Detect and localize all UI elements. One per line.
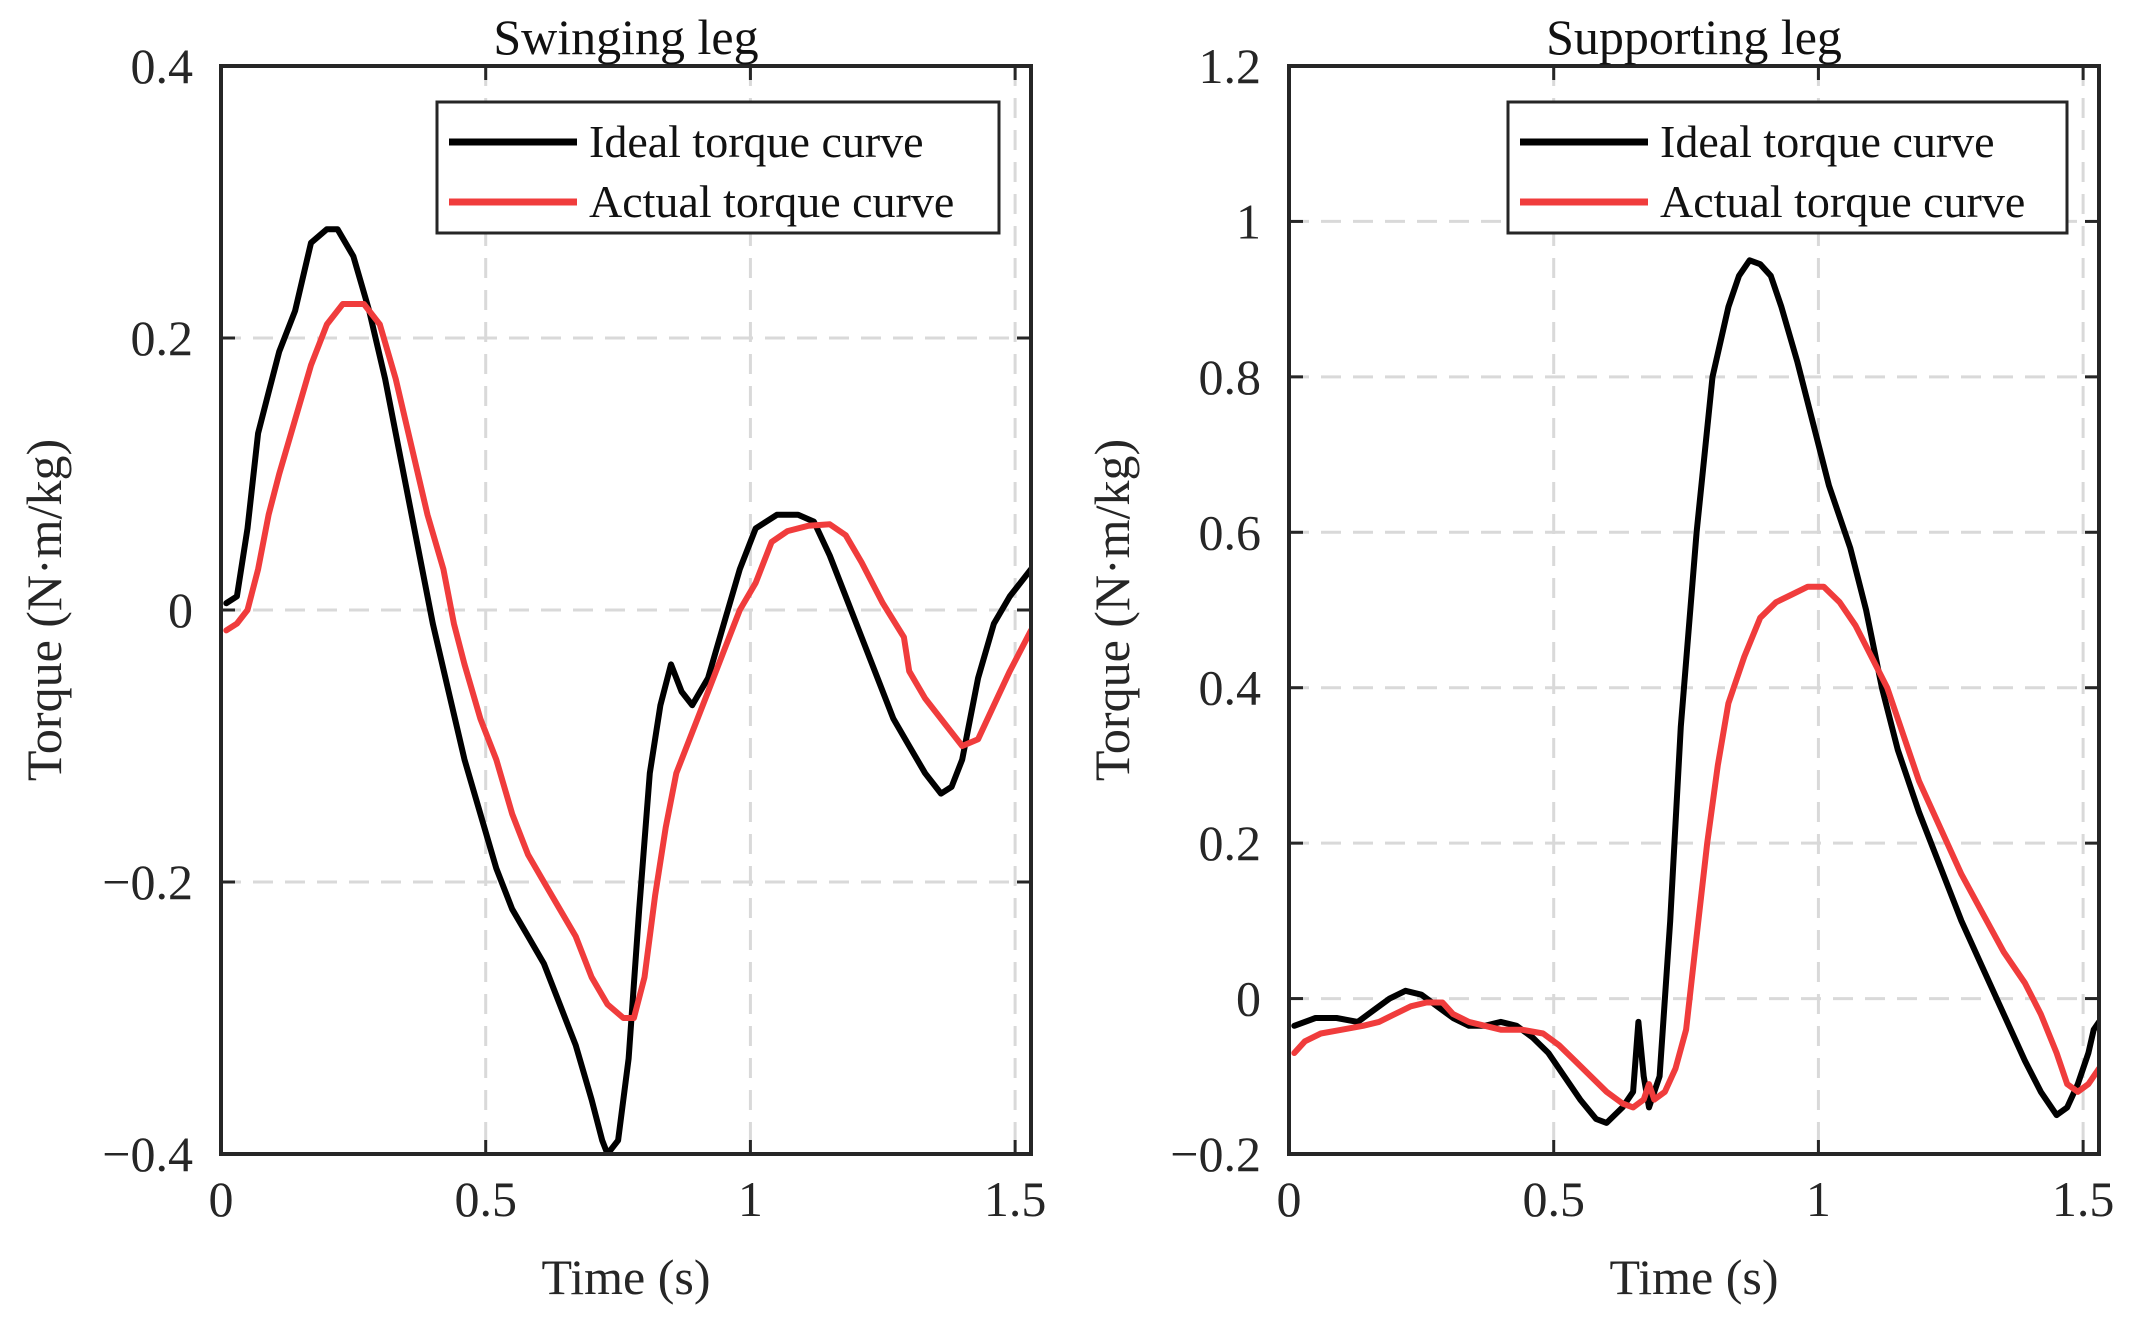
y-tick-label: −0.2 bbox=[1170, 1126, 1261, 1182]
x-tick-label: 1.5 bbox=[2052, 1171, 2115, 1227]
y-tick-label: 0 bbox=[1236, 971, 1261, 1027]
x-tick-label: 1 bbox=[1806, 1171, 1831, 1227]
series-line-ideal bbox=[1291, 257, 2099, 1126]
chart-swinging-leg: 0 0.5 1 1.5 −0.4 −0.2 0 0.2 0.4 Swinging leg Tim… bbox=[16, 9, 1046, 1305]
y-tick-label: 1.2 bbox=[1199, 38, 1262, 94]
legend-label-ideal: Ideal torque curve bbox=[589, 116, 924, 167]
legend-box bbox=[1506, 100, 2069, 235]
chart-supporting-leg: 0 0.5 1 1.5 −0.2 0 0.2 0.4 0.6 0.8 1 1.2 Supporting… bbox=[1084, 9, 2114, 1305]
x-axis-label: Time (s) bbox=[1609, 1249, 1778, 1305]
series-layer bbox=[223, 226, 1031, 1154]
series-line-ideal bbox=[223, 226, 1031, 1154]
y-tick-label: 1 bbox=[1236, 193, 1261, 249]
series-layer bbox=[1291, 257, 2099, 1126]
grid bbox=[221, 66, 1031, 1154]
x-tick-label: 0 bbox=[209, 1171, 234, 1227]
ticks: 0 0.5 1 1.5 −0.4 −0.2 0 0.2 0.4 bbox=[102, 38, 1046, 1227]
y-tick-label: 0.2 bbox=[131, 310, 194, 366]
x-tick-label: 0 bbox=[1277, 1171, 1302, 1227]
y-tick-label: 0.2 bbox=[1199, 815, 1262, 871]
legend: Ideal torque curve Actual torque curve bbox=[1506, 100, 2069, 235]
series-line-actual bbox=[1291, 583, 2099, 1111]
y-tick-label: 0.4 bbox=[1199, 660, 1262, 716]
y-tick-label: −0.4 bbox=[102, 1126, 193, 1182]
y-axis-label: Torque (N·m/kg) bbox=[1084, 439, 1140, 781]
y-tick-label: 0.6 bbox=[1199, 504, 1262, 560]
plot-frame bbox=[1287, 64, 2101, 1156]
ticks: 0 0.5 1 1.5 −0.2 0 0.2 0.4 0.6 0.8 1 1.2 bbox=[1170, 38, 2114, 1227]
legend: Ideal torque curve Actual torque curve bbox=[435, 100, 1001, 235]
legend-label-actual: Actual torque curve bbox=[1660, 176, 2025, 227]
legend-label-ideal: Ideal torque curve bbox=[1660, 116, 1995, 167]
y-axis-label: Torque (N·m/kg) bbox=[16, 439, 72, 781]
x-axis-label: Time (s) bbox=[541, 1249, 710, 1305]
y-tick-label: −0.2 bbox=[102, 854, 193, 910]
legend-label-actual: Actual torque curve bbox=[589, 176, 954, 227]
x-tick-label: 1.5 bbox=[984, 1171, 1047, 1227]
x-tick-label: 0.5 bbox=[1522, 1171, 1585, 1227]
chart-title: Supporting leg bbox=[1546, 9, 1842, 65]
series-line-actual bbox=[223, 301, 1031, 1021]
y-tick-label: 0.8 bbox=[1199, 349, 1262, 405]
chart-title: Swinging leg bbox=[493, 9, 758, 65]
legend-box bbox=[435, 100, 1001, 235]
y-tick-label: 0.4 bbox=[131, 38, 194, 94]
x-tick-label: 1 bbox=[738, 1171, 763, 1227]
y-tick-label: 0 bbox=[168, 582, 193, 638]
x-tick-label: 0.5 bbox=[454, 1171, 517, 1227]
